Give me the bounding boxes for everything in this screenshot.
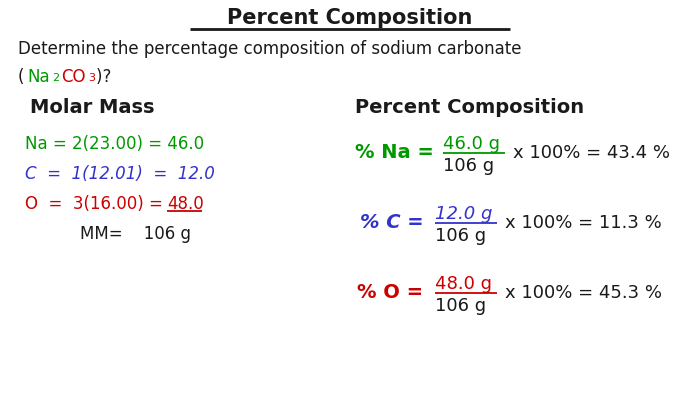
Text: 106 g: 106 g [443, 157, 494, 175]
Text: % Na =: % Na = [355, 143, 434, 162]
Text: Molar Mass: Molar Mass [30, 98, 155, 117]
Text: )?: )? [96, 68, 117, 86]
Text: % C =: % C = [360, 213, 424, 232]
Text: Percent Composition: Percent Composition [355, 98, 584, 117]
Text: MM=    106 g: MM= 106 g [80, 224, 191, 242]
Text: Na: Na [27, 68, 50, 86]
Text: CO: CO [61, 68, 85, 86]
Text: 3: 3 [88, 73, 95, 83]
Text: (: ( [18, 68, 25, 86]
Text: 46.0 g: 46.0 g [443, 135, 500, 153]
Text: x 100% = 43.4 %: x 100% = 43.4 % [513, 144, 670, 161]
Text: x 100% = 11.3 %: x 100% = 11.3 % [505, 214, 662, 231]
Text: 12.0 g: 12.0 g [435, 204, 492, 223]
Text: Percent Composition: Percent Composition [228, 8, 472, 28]
Text: 48.0 g: 48.0 g [435, 274, 492, 292]
Text: C  =  1(12.01)  =  12.0: C = 1(12.01) = 12.0 [25, 165, 215, 183]
Text: 2: 2 [52, 73, 59, 83]
Text: 106 g: 106 g [435, 296, 486, 314]
Text: 106 g: 106 g [435, 226, 486, 244]
Text: O  =  3(16.00) =: O = 3(16.00) = [25, 195, 168, 212]
Text: Na = 2(23.00) = 46.0: Na = 2(23.00) = 46.0 [25, 135, 204, 153]
Text: x 100% = 45.3 %: x 100% = 45.3 % [505, 283, 662, 301]
Text: % O =: % O = [357, 283, 423, 302]
Text: 48.0: 48.0 [167, 195, 204, 212]
Text: Determine the percentage composition of sodium carbonate: Determine the percentage composition of … [18, 40, 522, 58]
